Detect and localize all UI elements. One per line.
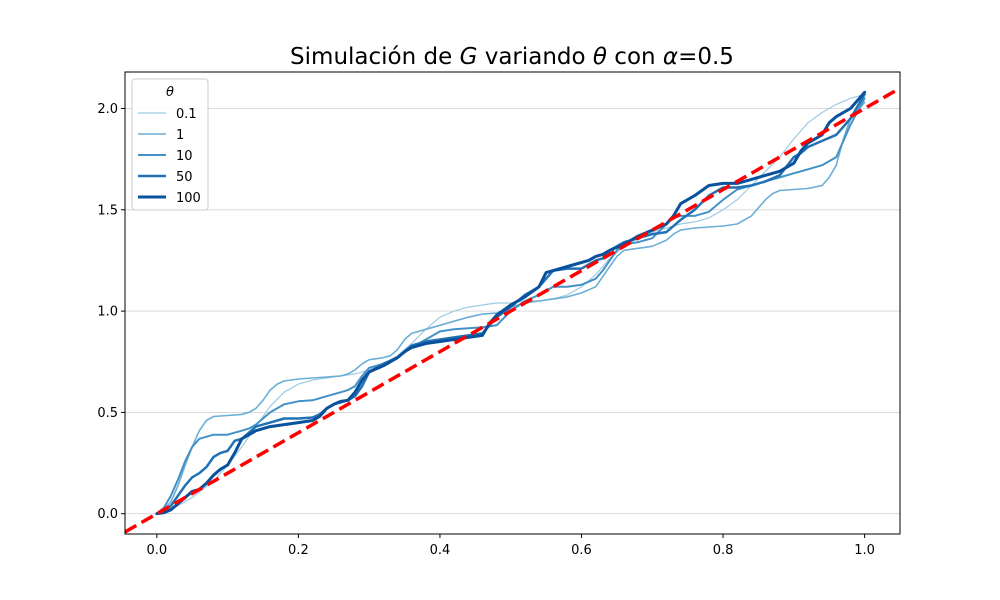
series-line-100 [155, 90, 867, 516]
legend-label-10: 10 [176, 149, 193, 164]
x-tick-label: 0.0 [147, 543, 168, 558]
plot-clip-group [125, 86, 900, 534]
plot-frame [124, 71, 901, 535]
x-tick-label: 0.4 [430, 543, 451, 558]
y-tick-label: 0.0 [97, 507, 118, 522]
y-tick-label: 0.5 [97, 406, 118, 421]
series-line-1 [156, 101, 866, 515]
title-segment: α [663, 44, 678, 70]
title-segment: con [607, 44, 663, 70]
legend-label-1: 1 [176, 128, 184, 143]
axes: 0.0 0.2 0.4 0.6 0.8 1.0 0.0 0.5 1.0 1.5 2.0 [97, 71, 901, 558]
y-tick-label: 2.0 [97, 102, 118, 117]
y-tick-label: 1.5 [97, 203, 118, 218]
legend-title: θ [166, 85, 174, 100]
legend-label-50: 50 [176, 170, 193, 185]
title-segment: =0.5 [678, 44, 734, 70]
x-tick-label: 0.6 [571, 543, 592, 558]
legend: θ0.1 1 10 50 100 [131, 78, 209, 211]
x-tick-label: 1.0 [854, 543, 875, 558]
title-segment: Simulación de [290, 44, 460, 70]
x-tick-label: 0.2 [288, 543, 309, 558]
legend-label-100: 100 [176, 191, 201, 206]
title-segment: variando [477, 44, 593, 70]
chart-title: Simulación de G variando θ con α=0.5 [290, 44, 734, 70]
y-tick-label: 1.0 [97, 305, 118, 320]
plot-series [125, 86, 900, 534]
reference-line [125, 86, 900, 534]
legend-label-0.1: 0.1 [176, 107, 197, 122]
title-segment: θ [593, 44, 607, 70]
title-segment: G [460, 44, 478, 70]
x-tick-label: 0.8 [713, 543, 734, 558]
